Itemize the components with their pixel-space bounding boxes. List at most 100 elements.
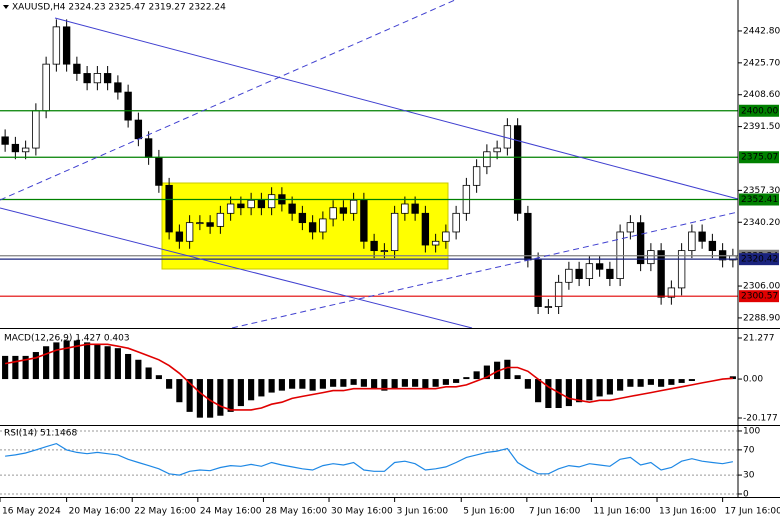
candle-body — [565, 268, 573, 283]
candle-body — [165, 184, 173, 233]
macd-bar — [658, 379, 665, 387]
candle-body — [1, 136, 9, 145]
candle-body — [329, 207, 337, 220]
candle-body — [155, 156, 163, 186]
x-tick-label: 28 May 16:00 — [265, 507, 327, 517]
candle-body — [114, 82, 122, 93]
candle-body — [575, 268, 583, 279]
price-level-box — [739, 290, 779, 303]
candle-body — [431, 240, 440, 246]
macd-bar — [453, 379, 460, 383]
y-tick-label: 2340.20 — [743, 218, 780, 228]
candle-body — [267, 194, 276, 209]
candle-body — [626, 222, 635, 233]
y-tick-label: 2288.90 — [743, 313, 780, 323]
candle-body — [52, 26, 61, 65]
macd-bar — [237, 379, 244, 407]
macd-bar — [248, 379, 255, 401]
price-level-box — [739, 104, 779, 117]
price-level-box — [739, 253, 779, 266]
candle-body — [339, 207, 348, 214]
macd-bar — [606, 379, 613, 395]
macd-bar — [565, 379, 572, 407]
macd-bar — [463, 377, 470, 380]
candle-body — [677, 250, 686, 289]
labels: 2442.80 2425.70 2408.60 2391.50 2357.30 2340.… — [0, 26, 780, 517]
candle-body — [247, 199, 255, 209]
macd-bar — [535, 379, 542, 403]
y-tick-label: 100 — [743, 426, 760, 436]
candle-body — [595, 263, 604, 270]
macd-bar — [555, 379, 562, 409]
candle-body — [226, 203, 235, 214]
macd-bar — [668, 379, 675, 385]
macd-bar — [94, 344, 101, 380]
x-tick-label: 11 Jun 16:00 — [593, 507, 650, 517]
candle-body — [688, 231, 696, 252]
price-level-label: 2375.07 — [741, 153, 778, 163]
candle-body — [401, 203, 409, 214]
y-tick-label: 0 — [743, 489, 749, 499]
candle-body — [42, 63, 50, 112]
macd-bar — [330, 379, 337, 387]
macd-title: MACD(12,26,9) 1.427 0.403 — [4, 334, 130, 344]
x-tick-label: 13 Jun 16:00 — [659, 507, 716, 517]
candle-body — [698, 231, 706, 242]
macd-bar — [166, 379, 173, 389]
candle-body — [237, 203, 245, 209]
macd-bar — [299, 379, 306, 389]
candle-body — [83, 73, 91, 84]
trend-line — [54, 17, 739, 200]
candle-body — [103, 73, 112, 84]
candle-body — [585, 263, 594, 279]
macd-bar — [729, 376, 736, 380]
candle-body — [62, 26, 71, 65]
macd-bar — [494, 361, 501, 380]
candle-body — [11, 143, 20, 153]
y-tick-label: -20.177 — [743, 414, 778, 424]
macd-bar — [155, 375, 162, 380]
candle-body — [390, 212, 399, 252]
macd-bar — [196, 379, 203, 418]
macd-bar — [176, 379, 183, 403]
macd-bar — [688, 379, 695, 381]
candle-body — [370, 240, 378, 252]
candle-body — [554, 281, 563, 307]
rsi-title: RSI(14) 51.1468 — [4, 429, 77, 439]
y-tick-label: 2425.70 — [743, 58, 780, 68]
macd-bar — [73, 340, 80, 380]
candle-body — [534, 259, 542, 307]
macd-bar — [381, 379, 388, 391]
price-level-label: 2320.42 — [741, 255, 778, 265]
macd-bar — [135, 359, 142, 380]
price-level-box — [739, 151, 779, 164]
x-tick-label: 7 Jun 16:00 — [529, 507, 581, 517]
macd-bar — [43, 346, 50, 380]
macd-bar — [627, 379, 634, 387]
macd-bar — [586, 379, 593, 401]
price-level-label: 2300.57 — [741, 292, 778, 302]
y-tick-label: 2391.50 — [743, 122, 780, 132]
x-tick-label: 16 May 2024 — [2, 507, 61, 517]
signal-line — [4, 343, 733, 411]
macd-bar — [371, 379, 378, 389]
macd-bar — [319, 379, 326, 389]
candle-body — [93, 73, 102, 84]
candle-body — [308, 222, 317, 233]
macd-bar — [524, 379, 531, 389]
macd-bar — [22, 355, 29, 380]
candle-body — [472, 166, 481, 186]
y-tick-label: 2442.80 — [743, 26, 780, 36]
menu-triangle — [3, 5, 9, 9]
y-tick-label: 2357.30 — [743, 186, 780, 196]
candle-body — [134, 119, 143, 140]
macd-bar — [340, 379, 347, 387]
macd-bar — [32, 352, 39, 380]
x-tick-label: 17 Jun 16:00 — [725, 507, 780, 517]
candle-body — [493, 147, 501, 153]
macd-bar — [125, 353, 132, 380]
candle-body — [483, 151, 491, 168]
macd-bar — [422, 379, 429, 389]
